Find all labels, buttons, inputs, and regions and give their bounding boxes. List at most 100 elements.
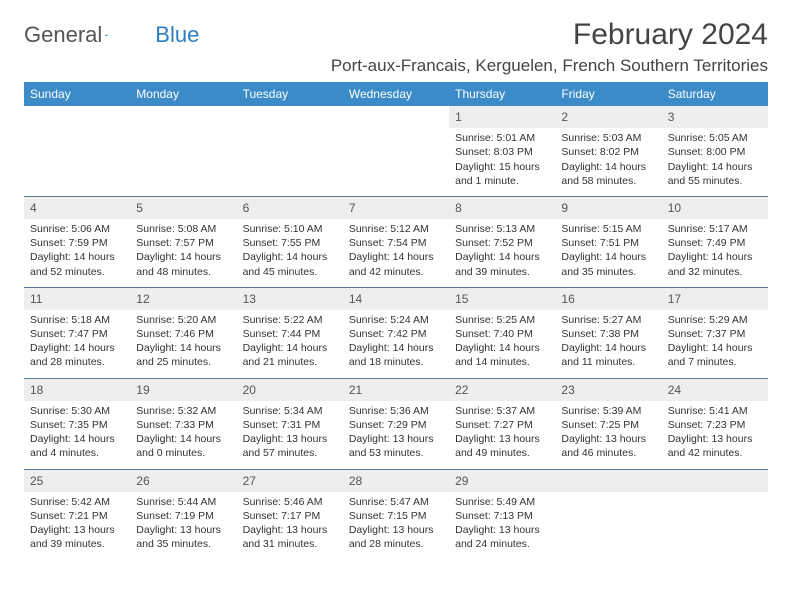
day-info-line: Daylight: 14 hours xyxy=(668,250,762,264)
day-number: 14 xyxy=(343,288,449,310)
calendar-day-cell xyxy=(343,106,449,196)
day-info-line: Sunset: 7:57 PM xyxy=(136,236,230,250)
calendar-day-cell: 8Sunrise: 5:13 AMSunset: 7:52 PMDaylight… xyxy=(449,196,555,287)
day-info-line: Daylight: 14 hours xyxy=(30,341,124,355)
day-info-line: Sunrise: 5:03 AM xyxy=(561,131,655,145)
location-subtitle: Port-aux-Francais, Kerguelen, French Sou… xyxy=(331,56,768,76)
day-info-line: and 57 minutes. xyxy=(243,446,337,460)
calendar-week-row: 18Sunrise: 5:30 AMSunset: 7:35 PMDayligh… xyxy=(24,378,768,469)
day-info-line: Sunset: 7:29 PM xyxy=(349,418,443,432)
day-number: 5 xyxy=(130,197,236,219)
day-info-line: and 11 minutes. xyxy=(561,355,655,369)
calendar-day-cell: 9Sunrise: 5:15 AMSunset: 7:51 PMDaylight… xyxy=(555,196,661,287)
day-info-line: Sunset: 7:49 PM xyxy=(668,236,762,250)
day-info-line: Sunrise: 5:25 AM xyxy=(455,313,549,327)
day-info-line: Sunset: 7:23 PM xyxy=(668,418,762,432)
day-info-line: Daylight: 14 hours xyxy=(561,160,655,174)
header: General Blue February 2024 Port-aux-Fran… xyxy=(24,18,768,76)
day-info-line: Sunset: 7:21 PM xyxy=(30,509,124,523)
calendar-day-cell: 21Sunrise: 5:36 AMSunset: 7:29 PMDayligh… xyxy=(343,378,449,469)
day-info-line: Sunrise: 5:13 AM xyxy=(455,222,549,236)
day-info-line: Sunset: 8:03 PM xyxy=(455,145,549,159)
day-number: 3 xyxy=(662,106,768,128)
day-info-line: and 35 minutes. xyxy=(136,537,230,551)
calendar-day-cell: 28Sunrise: 5:47 AMSunset: 7:15 PMDayligh… xyxy=(343,469,449,559)
day-number: 11 xyxy=(24,288,130,310)
day-info-line: Sunset: 7:42 PM xyxy=(349,327,443,341)
day-info-line: Daylight: 13 hours xyxy=(136,523,230,537)
calendar-day-cell xyxy=(662,469,768,559)
day-info-line: Sunset: 7:46 PM xyxy=(136,327,230,341)
day-info-line: Sunrise: 5:15 AM xyxy=(561,222,655,236)
calendar-week-row: 25Sunrise: 5:42 AMSunset: 7:21 PMDayligh… xyxy=(24,469,768,559)
day-number: 9 xyxy=(555,197,661,219)
day-info-line: Daylight: 14 hours xyxy=(349,250,443,264)
weekday-header: Saturday xyxy=(662,82,768,106)
day-info-line: and 52 minutes. xyxy=(30,265,124,279)
day-info-line: Sunset: 8:00 PM xyxy=(668,145,762,159)
day-info-line: Daylight: 15 hours xyxy=(455,160,549,174)
brand-triangle-icon xyxy=(105,27,107,43)
day-info-line: Sunrise: 5:24 AM xyxy=(349,313,443,327)
day-info-line: Sunset: 7:13 PM xyxy=(455,509,549,523)
day-number: 29 xyxy=(449,470,555,492)
day-info-line: Sunrise: 5:46 AM xyxy=(243,495,337,509)
day-info-line: Sunset: 7:33 PM xyxy=(136,418,230,432)
day-info-line: Sunset: 7:25 PM xyxy=(561,418,655,432)
day-info-line: Daylight: 14 hours xyxy=(561,250,655,264)
day-info-line: Sunrise: 5:34 AM xyxy=(243,404,337,418)
calendar-day-cell: 19Sunrise: 5:32 AMSunset: 7:33 PMDayligh… xyxy=(130,378,236,469)
day-info-line: and 42 minutes. xyxy=(668,446,762,460)
day-info-line: and 39 minutes. xyxy=(455,265,549,279)
weekday-header: Sunday xyxy=(24,82,130,106)
day-info-line: Sunrise: 5:06 AM xyxy=(30,222,124,236)
day-info-line: Sunset: 7:35 PM xyxy=(30,418,124,432)
weekday-header: Wednesday xyxy=(343,82,449,106)
weekday-header: Thursday xyxy=(449,82,555,106)
day-info-line: Sunrise: 5:27 AM xyxy=(561,313,655,327)
day-info-line: and 39 minutes. xyxy=(30,537,124,551)
day-info-line: Sunrise: 5:12 AM xyxy=(349,222,443,236)
day-info-line: Sunrise: 5:39 AM xyxy=(561,404,655,418)
day-info-line: Sunrise: 5:10 AM xyxy=(243,222,337,236)
month-title: February 2024 xyxy=(331,18,768,52)
calendar-day-cell: 26Sunrise: 5:44 AMSunset: 7:19 PMDayligh… xyxy=(130,469,236,559)
day-number: 8 xyxy=(449,197,555,219)
day-number: 19 xyxy=(130,379,236,401)
day-info-line: Daylight: 14 hours xyxy=(561,341,655,355)
weekday-header: Tuesday xyxy=(237,82,343,106)
day-info-line: Daylight: 13 hours xyxy=(243,523,337,537)
calendar-day-cell: 3Sunrise: 5:05 AMSunset: 8:00 PMDaylight… xyxy=(662,106,768,196)
day-number: 18 xyxy=(24,379,130,401)
day-number: 22 xyxy=(449,379,555,401)
day-number: 16 xyxy=(555,288,661,310)
day-info-line: Sunset: 7:37 PM xyxy=(668,327,762,341)
day-info-line: Sunset: 7:54 PM xyxy=(349,236,443,250)
day-info-line: Sunset: 7:44 PM xyxy=(243,327,337,341)
calendar-day-cell: 20Sunrise: 5:34 AMSunset: 7:31 PMDayligh… xyxy=(237,378,343,469)
calendar-day-cell: 23Sunrise: 5:39 AMSunset: 7:25 PMDayligh… xyxy=(555,378,661,469)
day-info-line: and 35 minutes. xyxy=(561,265,655,279)
weekday-header: Monday xyxy=(130,82,236,106)
day-info-line: Daylight: 13 hours xyxy=(349,523,443,537)
day-number: 4 xyxy=(24,197,130,219)
day-info-line: Sunrise: 5:05 AM xyxy=(668,131,762,145)
day-info-line: and 25 minutes. xyxy=(136,355,230,369)
day-info-line: Daylight: 13 hours xyxy=(243,432,337,446)
day-info-line: Sunset: 7:38 PM xyxy=(561,327,655,341)
brand-word2: Blue xyxy=(155,22,199,48)
day-info-line: Daylight: 14 hours xyxy=(30,250,124,264)
day-info-line: Daylight: 14 hours xyxy=(136,250,230,264)
day-number: 21 xyxy=(343,379,449,401)
calendar-week-row: 11Sunrise: 5:18 AMSunset: 7:47 PMDayligh… xyxy=(24,287,768,378)
weekday-header-row: Sunday Monday Tuesday Wednesday Thursday… xyxy=(24,82,768,106)
day-info-line: and 28 minutes. xyxy=(30,355,124,369)
day-info-line: and 31 minutes. xyxy=(243,537,337,551)
day-info-line: Daylight: 13 hours xyxy=(349,432,443,446)
calendar-day-cell: 25Sunrise: 5:42 AMSunset: 7:21 PMDayligh… xyxy=(24,469,130,559)
calendar-day-cell: 10Sunrise: 5:17 AMSunset: 7:49 PMDayligh… xyxy=(662,196,768,287)
calendar-day-cell xyxy=(237,106,343,196)
title-block: February 2024 Port-aux-Francais, Kerguel… xyxy=(331,18,768,76)
calendar-day-cell: 11Sunrise: 5:18 AMSunset: 7:47 PMDayligh… xyxy=(24,287,130,378)
day-info-line: Daylight: 14 hours xyxy=(668,341,762,355)
